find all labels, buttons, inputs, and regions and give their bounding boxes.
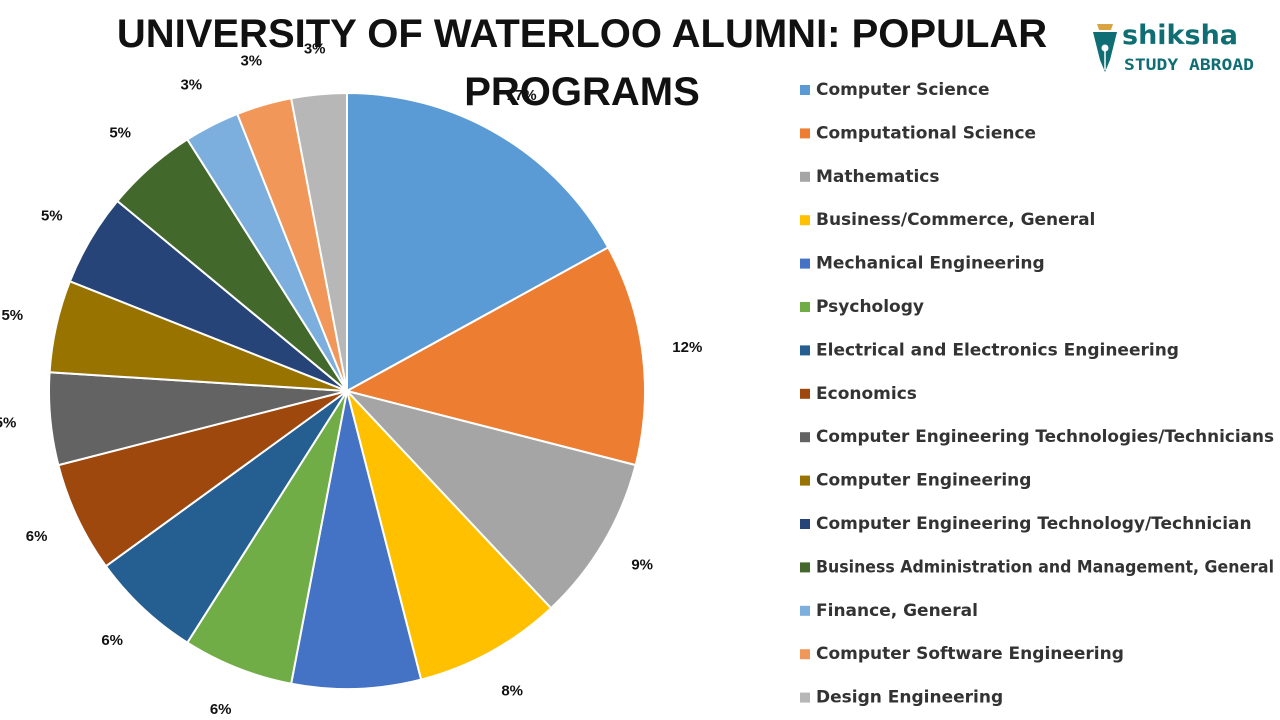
legend-swatch-business-administration-and-management-general	[800, 562, 810, 573]
legend-label-design-engineering: Design Engineering	[816, 688, 1003, 708]
pie-slice-computational-science	[344, 246, 646, 467]
logo-name: shiksha	[1122, 20, 1238, 51]
data-label-design-engineering: 3%	[304, 40, 326, 57]
legend-label-finance-general: Finance, General	[816, 601, 978, 621]
legend-label-computer-engineering-technologies-technicians: Computer Engineering Technologies/Techni…	[816, 427, 1274, 447]
data-label-computer-engineering-technology-technician: 5%	[41, 207, 63, 224]
data-label-computer-software-engineering: 3%	[240, 53, 262, 70]
pie-slice-computer-science	[346, 91, 610, 393]
legend-swatch-mechanical-engineering	[800, 258, 810, 269]
legend-label-mathematics: Mathematics	[816, 167, 939, 187]
legend-swatch-business-commerce-general	[800, 215, 810, 226]
legend-label-business-administration-and-management-general: Business Administration and Management, …	[816, 557, 1274, 577]
data-label-finance-general: 3%	[180, 76, 202, 93]
legend-swatch-computer-science	[800, 85, 810, 95]
logo-tagline: STUDY ABROAD	[1124, 55, 1254, 74]
legend-swatch-computer-engineering-technology-technician	[800, 519, 810, 529]
data-label-computer-engineering-technologies-technicians: 5%	[0, 414, 16, 431]
pen-nib-icon	[1093, 24, 1117, 72]
shiksha-logo: shiksha STUDY ABROAD	[1093, 20, 1254, 74]
data-label-business-administration-and-management-general: 5%	[109, 125, 131, 142]
legend-label-economics: Economics	[816, 384, 917, 404]
legend-swatch-computational-science	[800, 128, 810, 139]
data-label-mathematics: 9%	[631, 557, 653, 574]
legend-swatch-computer-engineering	[800, 475, 810, 486]
legend-swatch-design-engineering	[800, 692, 810, 703]
legend-label-mechanical-engineering: Mechanical Engineering	[816, 254, 1045, 274]
data-label-computational-science: 12%	[672, 339, 702, 356]
legend: Computer Science Computational Science Mat…	[800, 80, 1274, 708]
legend-swatch-electrical-and-electronics-engineering	[800, 345, 810, 356]
legend-label-computer-engineering: Computer Engineering	[816, 471, 1031, 491]
data-label-business-commerce-general: 8%	[501, 683, 523, 700]
legend-label-computational-science: Computational Science	[816, 123, 1036, 143]
data-label-electrical-and-electronics-engineering: 6%	[101, 632, 123, 649]
pie-slice-business-commerce-general	[346, 390, 553, 681]
legend-swatch-computer-engineering-technologies-technicians	[800, 432, 810, 443]
data-label-economics: 6%	[26, 528, 48, 545]
data-label-computer-engineering: 5%	[1, 307, 23, 324]
chart-title-line-2: PROGRAMS	[464, 70, 700, 114]
pie-slices	[48, 91, 646, 690]
pie-slice-mathematics	[343, 389, 637, 610]
legend-swatch-economics	[800, 388, 810, 399]
legend-swatch-mathematics	[800, 171, 810, 182]
legend-label-business-commerce-general: Business/Commerce, General	[816, 210, 1095, 230]
data-label-psychology: 6%	[210, 701, 232, 718]
legend-swatch-computer-software-engineering	[800, 649, 810, 660]
data-label-computer-science: 17%	[507, 87, 537, 104]
legend-label-computer-science: Computer Science	[816, 80, 990, 100]
legend-label-electrical-and-electronics-engineering: Electrical and Electronics Engineering	[816, 340, 1179, 360]
legend-swatch-finance-general	[800, 605, 810, 616]
pie-slice-design-engineering	[289, 91, 348, 392]
pie-data-labels: 17%12%9%8%7%6%6%6%5%5%5%5%3%3%3%	[0, 40, 702, 718]
chart-title-line-1: UNIVERSITY OF WATERLOO ALUMNI: POPULAR	[117, 12, 1047, 56]
legend-swatch-psychology	[800, 302, 810, 312]
legend-label-computer-engineering-technology-technician: Computer Engineering Technology/Technici…	[816, 514, 1252, 534]
legend-label-psychology: Psychology	[816, 297, 924, 317]
legend-label-computer-software-engineering: Computer Software Engineering	[816, 644, 1124, 664]
pie-slice-mechanical-engineering	[289, 390, 423, 690]
